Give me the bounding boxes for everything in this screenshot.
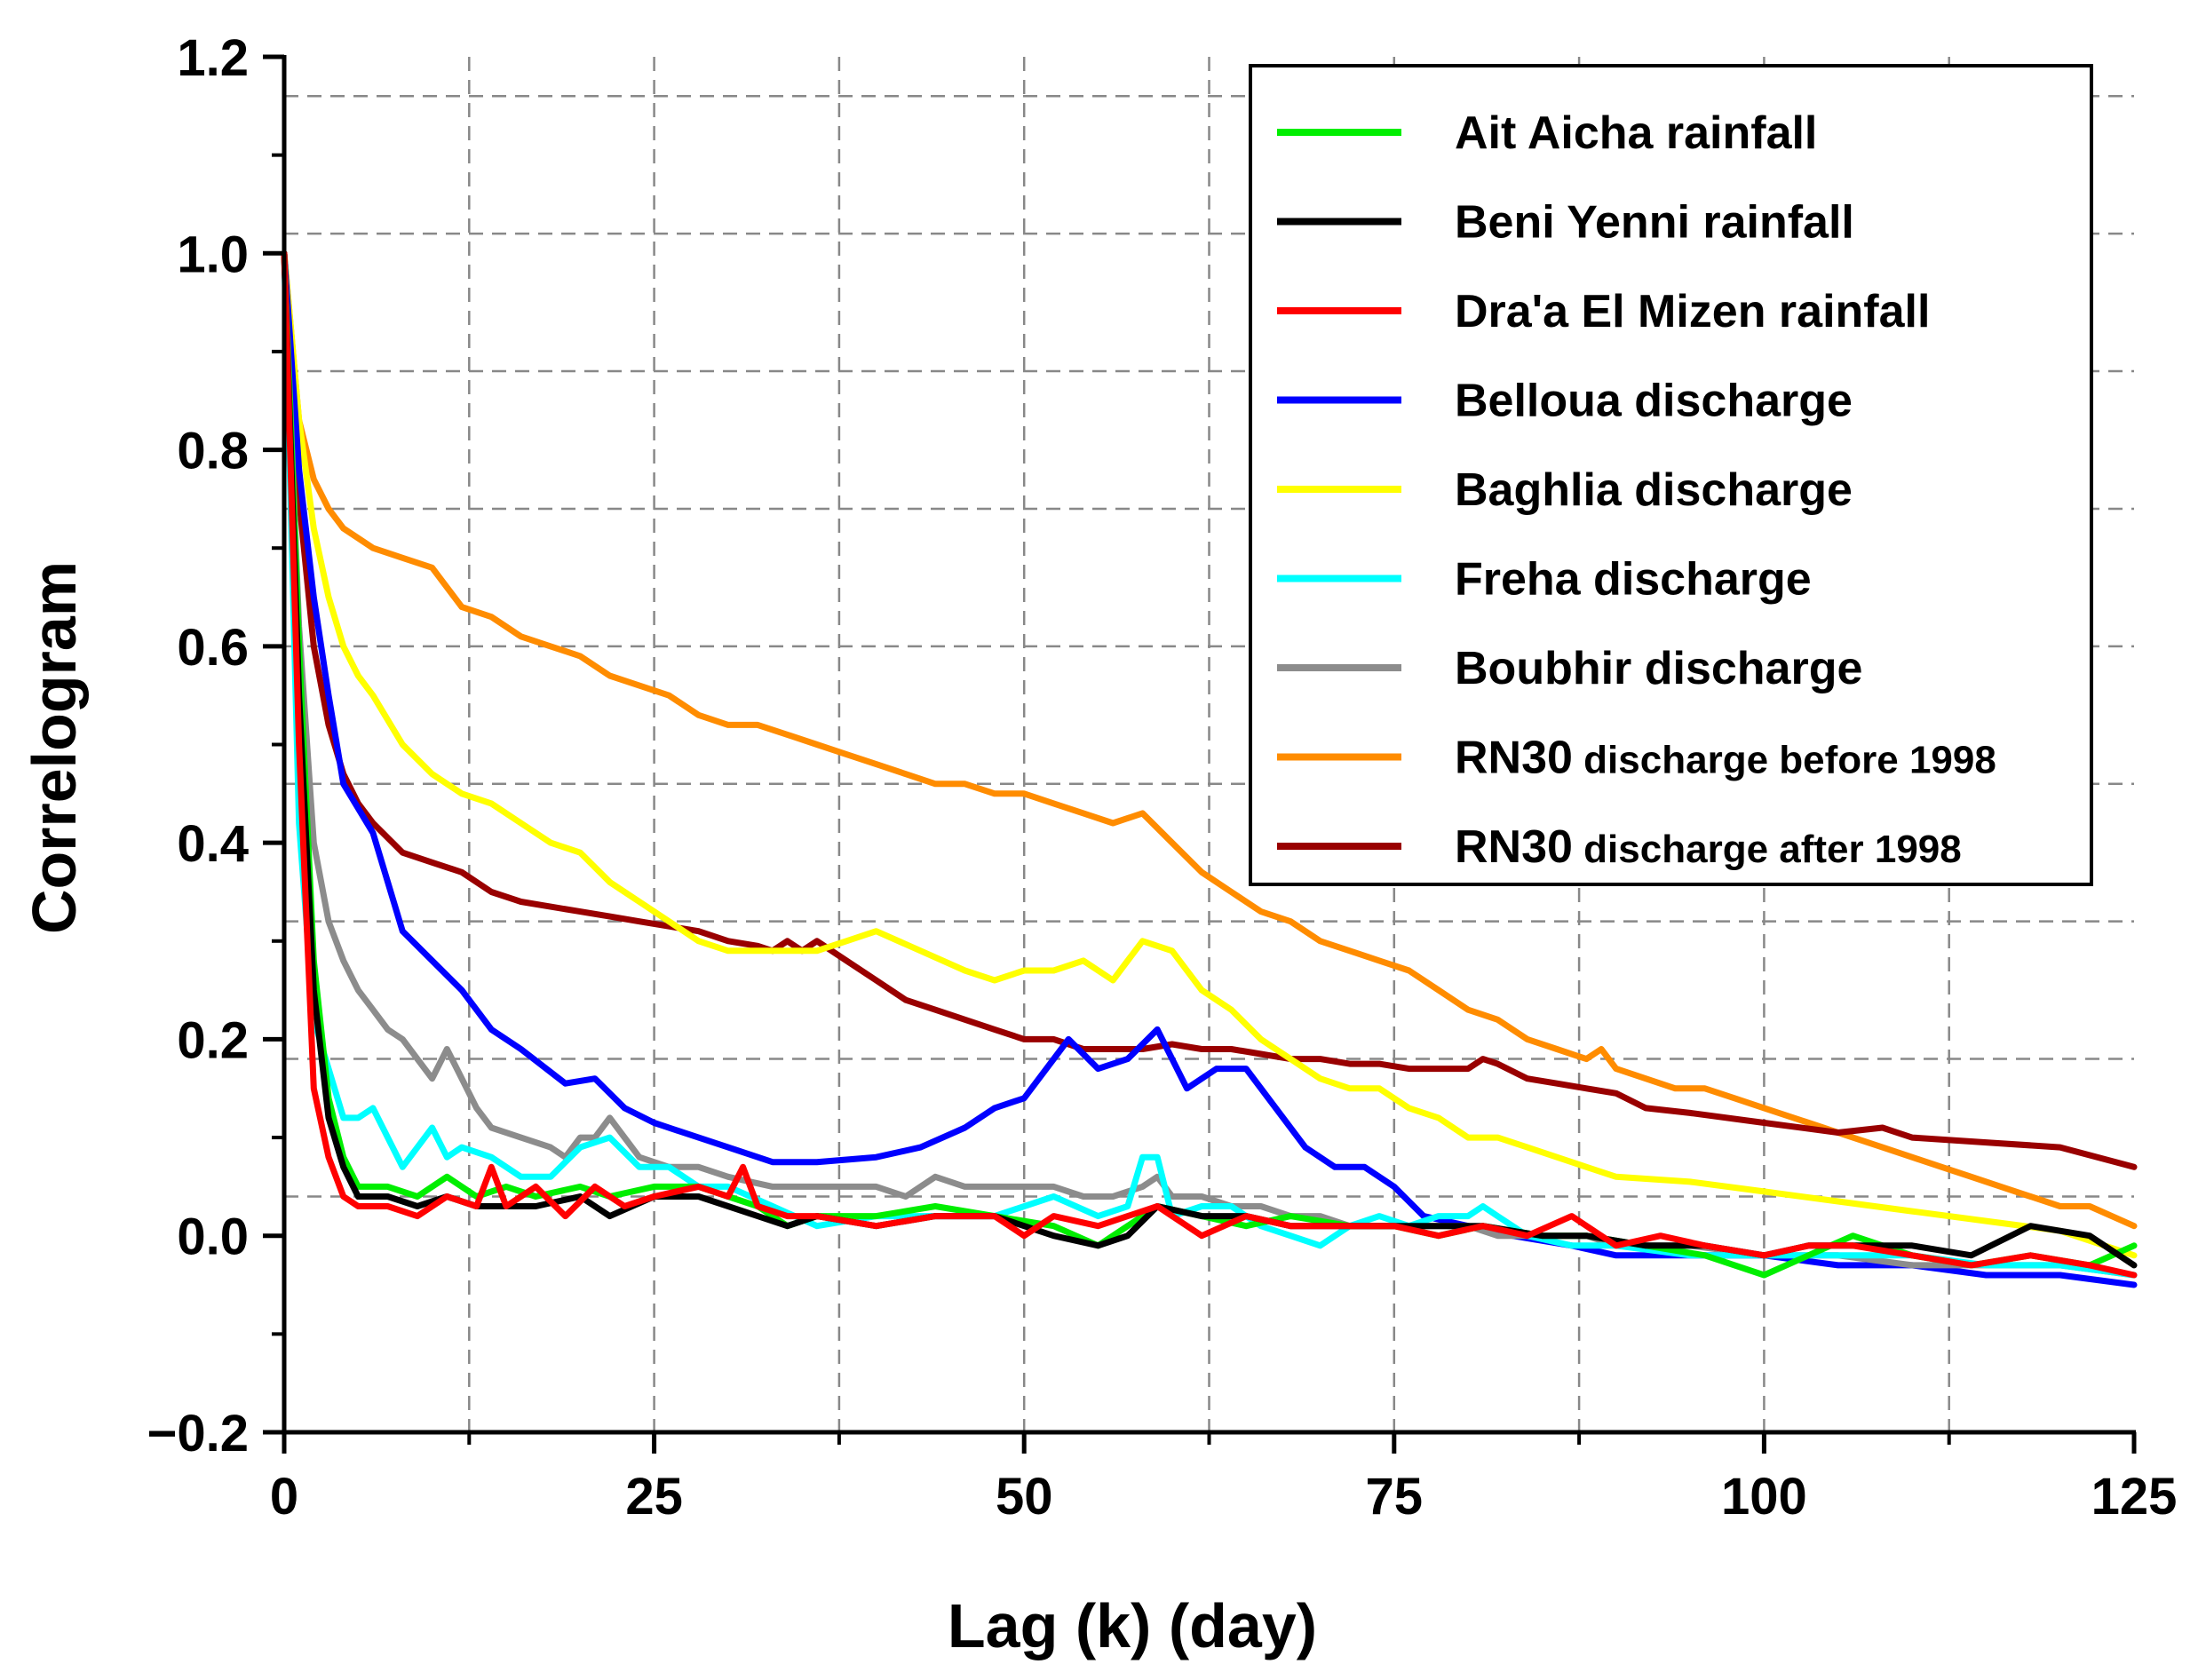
x-tick-label: 100 [1721,1468,1807,1525]
x-tick-label: 50 [996,1468,1053,1525]
legend-box [1249,64,2093,886]
legend-label: Boubhir discharge [1455,643,1862,694]
x-axis-title: Lag (k) (day) [948,1591,1317,1660]
legend-label: RN30 discharge after 1998 [1455,821,1962,873]
legend-label: Belloua discharge [1455,376,1853,427]
y-tick-label: −0.2 [147,1405,250,1462]
legend-label: Ait Aicha rainfall [1455,107,1817,159]
series-line-baghlia-discharge [281,250,2138,1259]
y-tick-label: 1.0 [177,226,249,283]
y-tick-label: 0.4 [177,815,249,873]
y-tick-label: 0.2 [177,1011,249,1069]
y-tick-label: 0.0 [177,1208,249,1266]
series-line-rn30-discharge-after-1998 [281,250,2138,1170]
x-tick-label: 0 [270,1468,298,1525]
legend-label: Beni Yenni rainfall [1455,197,1854,249]
x-tick-label: 25 [625,1468,683,1525]
legend-label: RN30 discharge before 1998 [1455,733,1996,784]
series-line-boubhir-discharge [281,250,2138,1279]
series-layer [281,250,2138,1288]
y-tick-label: 1.2 [177,29,249,87]
x-tick-label: 125 [2091,1468,2178,1525]
y-tick-label: 0.8 [177,423,249,480]
series-line-ait-aicha-rainfall [281,250,2138,1279]
legend: Ait Aicha rainfall Beni Yenni rainfall Dra… [1249,64,2093,886]
legend-label: Baghlia discharge [1455,464,1853,516]
axes [263,54,2137,1454]
legend-label: Dra'a El Mizen rainfall [1455,286,1930,337]
grid-lines [284,57,2134,1432]
y-tick-label: 0.6 [177,619,249,677]
x-tick-label: 75 [1366,1468,1424,1525]
series-line-rn30-discharge-before-1998 [281,250,2138,1230]
y-axis-title: Correlogram [20,561,89,934]
legend-label: Freha discharge [1455,554,1812,606]
tick-labels: 0 25 50 75 100 125 −0.2 0.0 0.2 0.4 0.6 0.8 1.0 1.2 [147,29,2178,1525]
series-line-dra-a-el-mizen-rainfall [281,250,2138,1279]
